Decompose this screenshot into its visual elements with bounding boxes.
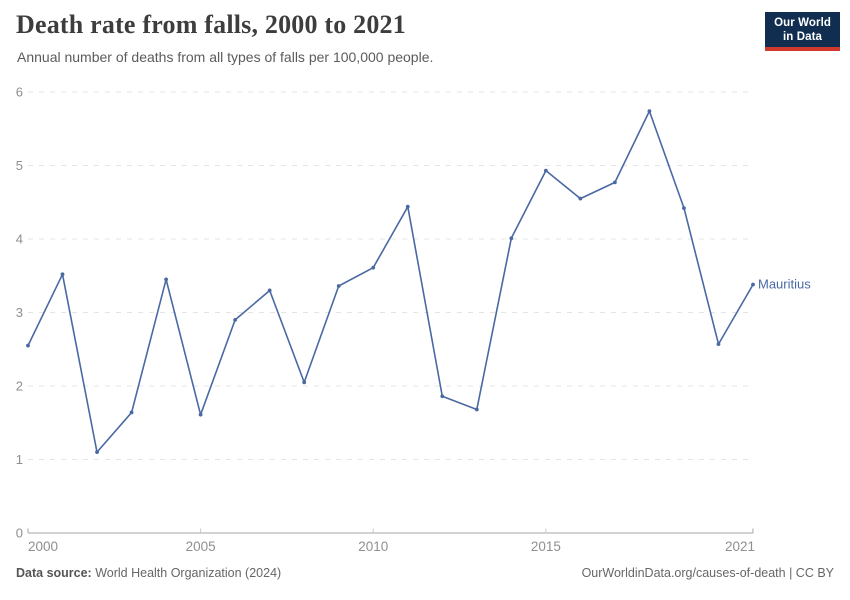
chart-title: Death rate from falls, 2000 to 2021	[16, 10, 406, 39]
data-point[interactable]	[336, 284, 341, 288]
credit-link[interactable]: OurWorldinData.org/causes-of-death | CC …	[581, 566, 834, 580]
series-line	[27, 110, 754, 453]
y-tick-label: 6	[16, 85, 23, 100]
data-point[interactable]	[95, 450, 99, 455]
y-tick-label: 5	[16, 158, 23, 173]
chart-subtitle: Annual number of deaths from all types o…	[17, 49, 434, 65]
y-tick-label: 2	[16, 379, 23, 394]
data-point[interactable]	[405, 204, 410, 209]
x-tick-label: 2021	[725, 539, 755, 554]
data-source-value: World Health Organization (2024)	[91, 566, 282, 580]
y-tick-label: 4	[16, 232, 23, 247]
data-point[interactable]	[509, 236, 514, 241]
data-point[interactable]	[440, 394, 445, 399]
data-point[interactable]	[647, 109, 652, 114]
chart-title-block: Death rate from falls, 2000 to 2021 Annu…	[16, 10, 433, 65]
data-point[interactable]	[233, 317, 238, 322]
data-point[interactable]	[751, 282, 755, 287]
y-tick-label: 3	[16, 305, 23, 320]
data-point[interactable]	[716, 342, 721, 347]
data-point[interactable]	[613, 180, 617, 185]
data-source: Data source: World Health Organization (…	[16, 566, 281, 580]
owid-logo[interactable]: Our World in Data	[765, 12, 840, 51]
x-tick-label: 2005	[186, 539, 216, 554]
owid-logo-line2: in Data	[783, 31, 823, 43]
data-point[interactable]	[543, 168, 548, 173]
y-tick-label: 0	[16, 526, 23, 541]
data-point[interactable]	[198, 412, 203, 417]
data-point[interactable]	[129, 410, 134, 415]
data-point[interactable]	[474, 407, 479, 412]
chart-header: Death rate from falls, 2000 to 2021 Annu…	[16, 10, 840, 65]
data-point[interactable]	[578, 196, 583, 201]
data-point[interactable]	[267, 288, 272, 293]
series-end-label[interactable]: Mauritius	[758, 277, 811, 292]
x-tick-label: 2000	[28, 539, 58, 554]
data-point[interactable]	[682, 206, 686, 211]
x-tick-label: 2015	[531, 539, 561, 554]
data-point[interactable]	[164, 277, 168, 282]
y-tick-label: 1	[16, 452, 23, 467]
data-point[interactable]	[302, 380, 307, 385]
x-tick-label: 2010	[358, 539, 388, 554]
chart-footer: Data source: World Health Organization (…	[16, 566, 834, 580]
data-source-label: Data source:	[16, 566, 92, 580]
data-point[interactable]	[26, 343, 30, 348]
data-point[interactable]	[371, 265, 376, 270]
owid-logo-line1: Our World	[774, 17, 831, 29]
data-point[interactable]	[60, 272, 65, 277]
